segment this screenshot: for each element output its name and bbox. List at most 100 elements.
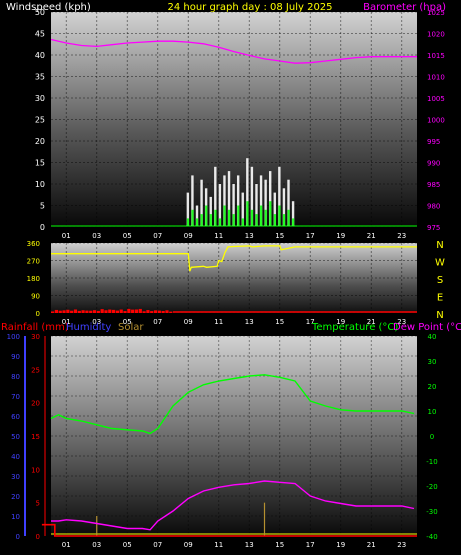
wind-average-bar	[200, 214, 203, 226]
hour-tick-label: 09	[184, 318, 193, 326]
wind-average-bar	[292, 218, 295, 226]
compass-label: S	[437, 275, 443, 286]
rain-rate-bar	[73, 309, 78, 313]
hour-tick-label: 03	[92, 232, 101, 240]
barometer-tick-label: 1000	[427, 117, 445, 125]
rain-rate-bar	[112, 309, 116, 313]
rain-rate-bar	[123, 311, 127, 313]
wind-gust-bar	[214, 166, 217, 226]
hour-tick-label: 15	[275, 541, 284, 549]
rain-rate-bar	[134, 309, 139, 313]
direction-tick-label: 180	[27, 275, 40, 283]
hour-tick-label: 01	[62, 318, 71, 326]
temperature-tick-label: -30	[426, 508, 437, 516]
wind-average-bar	[186, 218, 190, 226]
rain-rate-bar	[70, 310, 74, 313]
humidity-tick-label: 10	[11, 513, 20, 521]
compass-label: N	[436, 310, 443, 321]
rainfall-tick-label: 10	[31, 466, 40, 474]
compass-label: E	[437, 293, 443, 304]
wind-average-bar	[264, 209, 267, 226]
compass-label: N	[436, 240, 443, 251]
windspeed-tick-label: 25	[35, 116, 45, 125]
wind-gust-bar	[259, 175, 263, 226]
windspeed-tick-label: 15	[35, 159, 45, 168]
windspeed-tick-label: 40	[35, 51, 45, 60]
rain-rate-bar	[89, 310, 93, 313]
wind-gust-bar	[273, 192, 276, 226]
wind-gust-bar	[236, 175, 240, 226]
wind-gust-bar	[191, 175, 194, 226]
rain-rate-bar	[62, 310, 66, 313]
wind-average-bar	[273, 214, 276, 226]
hour-tick-label: 15	[275, 232, 284, 240]
rainfall-tick-label: 20	[31, 400, 40, 408]
wind-average-bar	[241, 218, 244, 226]
wind-gust-bar	[287, 179, 290, 226]
hour-tick-label: 21	[367, 232, 376, 240]
wind-average-bar	[237, 205, 240, 226]
temperature-tick-label: -10	[426, 458, 437, 466]
wind-gust-bar	[223, 175, 226, 226]
rain-rate-bar	[85, 310, 89, 313]
hour-tick-label: 21	[367, 541, 376, 549]
rain-rate-bar	[157, 310, 161, 313]
direction-tick-label: 360	[27, 240, 40, 248]
humidity-tick-label: 80	[11, 373, 20, 381]
rain-rate-bar	[142, 311, 146, 313]
graph-title: 24 hour graph day : 08 July 2025	[167, 2, 332, 13]
humidity-tick-label: 70	[11, 393, 20, 401]
hour-tick-label: 09	[184, 232, 193, 240]
windspeed-tick-label: 20	[35, 137, 45, 146]
rain-rate-bar	[127, 308, 131, 313]
hour-tick-label: 01	[62, 232, 71, 240]
windspeed-tick-label: 35	[35, 73, 45, 82]
wind-average-bar	[228, 209, 231, 226]
wind-gust-bar	[209, 196, 212, 226]
rain-rate-bar	[161, 311, 165, 313]
wind-gust-bar	[200, 179, 203, 226]
rain-rate-bar	[131, 309, 135, 313]
wind-average-bar	[250, 209, 254, 226]
barometer-tick-label: 1025	[427, 9, 445, 17]
humidity-tick-label: 20	[11, 493, 20, 501]
rain-rate-bar	[138, 308, 142, 313]
temperature-tick-label: 30	[428, 358, 437, 366]
rain-rate-bar	[66, 309, 70, 313]
wind-gust-bar	[218, 184, 222, 226]
rainfall-axis-title: Rainfall (mm)	[1, 322, 69, 333]
rain-rate-bar	[100, 309, 104, 313]
hour-tick-label: 07	[153, 318, 162, 326]
windspeed-tick-label: 5	[40, 202, 45, 211]
hour-tick-label: 23	[397, 232, 406, 240]
barometer-tick-label: 990	[427, 160, 440, 168]
rainfall-tick-label: 0	[36, 533, 40, 541]
rain-rate-bar	[119, 309, 123, 313]
rainfall-tick-label: 15	[31, 433, 40, 441]
barometer-tick-label: 1015	[427, 52, 445, 60]
barometer-axis-title: Barometer (hpa)	[363, 2, 446, 13]
hour-tick-label: 19	[336, 318, 345, 326]
wind-average-bar	[223, 205, 226, 226]
barometer-tick-label: 995	[427, 138, 440, 146]
compass-label: W	[435, 258, 445, 269]
rain-rate-bar	[165, 310, 169, 313]
wind-direction-line	[51, 245, 417, 272]
hour-tick-label: 05	[123, 541, 132, 549]
hour-tick-label: 23	[397, 318, 406, 326]
wind-average-bar	[287, 209, 290, 226]
humidity-tick-label: 60	[11, 413, 20, 421]
wind-gust-bar	[186, 192, 190, 226]
wind-gust-bar	[291, 201, 295, 226]
temperature-tick-label: 0	[430, 433, 434, 441]
windspeed-tick-label: 30	[35, 94, 45, 103]
wind-average-bar	[278, 205, 281, 226]
wind-gust-bar	[264, 179, 267, 226]
hour-tick-label: 11	[214, 318, 223, 326]
wind-average-bar	[196, 218, 199, 226]
hour-tick-label: 13	[245, 541, 254, 549]
temperature-tick-label: -40	[426, 533, 437, 541]
wind-gust-bar	[227, 171, 231, 226]
hour-tick-label: 13	[245, 232, 254, 240]
